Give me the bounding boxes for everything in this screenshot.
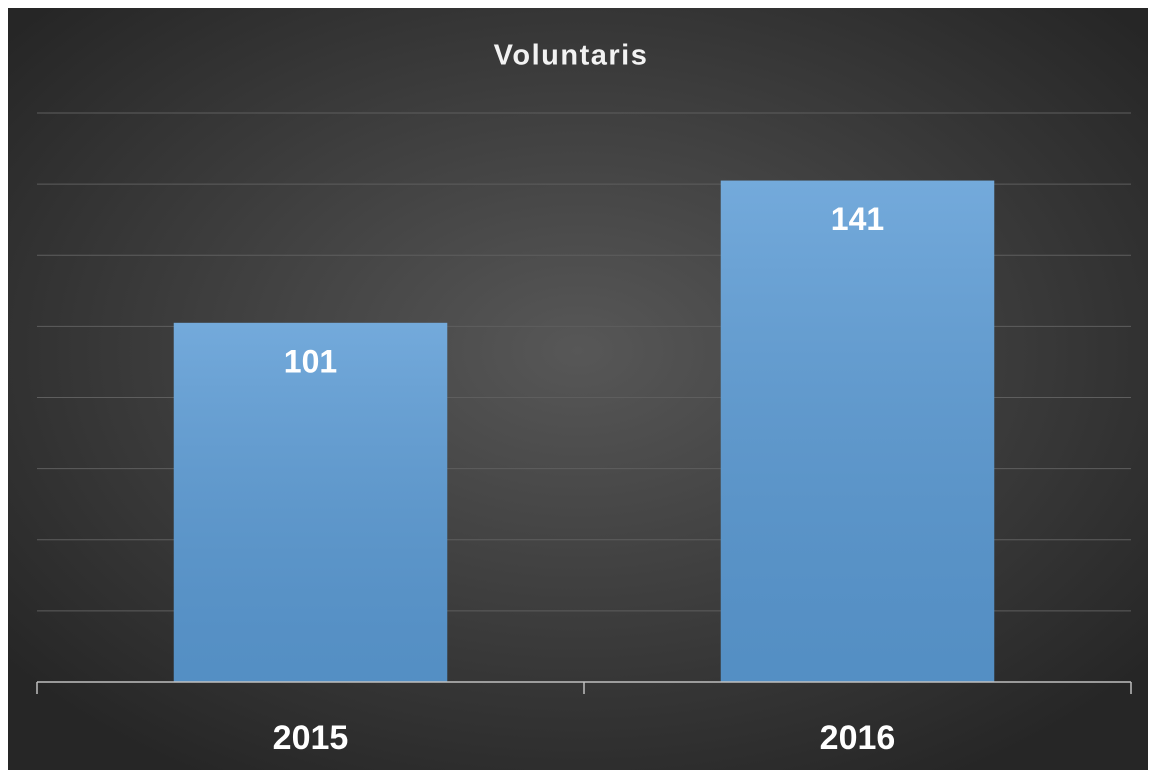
value-label: 141 bbox=[831, 201, 884, 237]
bar bbox=[720, 180, 995, 682]
chart-title: Voluntaris bbox=[494, 40, 649, 72]
value-label: 101 bbox=[284, 343, 337, 379]
x-tick-label: 2016 bbox=[820, 719, 896, 757]
x-tick-label: 2015 bbox=[273, 719, 349, 757]
